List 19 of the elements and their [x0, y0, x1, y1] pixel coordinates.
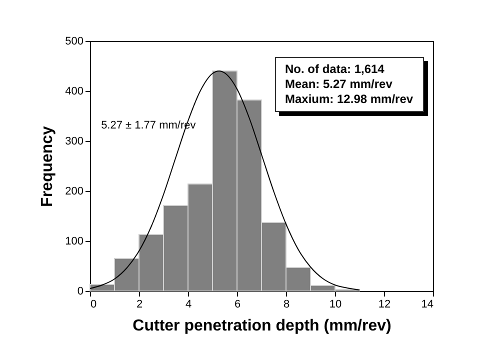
annotation: Mean: 5.27 mm/rev — [285, 77, 394, 92]
y-tick-label: 300 — [65, 136, 84, 148]
x-tick-label: 12 — [378, 298, 391, 310]
annotation: Maxium: 12.98 mm/rev — [285, 92, 414, 107]
y-tick-label: 100 — [65, 236, 84, 248]
y-axis-title: Frequency — [39, 126, 56, 207]
x-tick-label: 10 — [329, 298, 342, 310]
x-tick-label: 0 — [90, 298, 97, 310]
y-tick-label: 0 — [77, 286, 84, 298]
y-tick-label: 200 — [65, 186, 84, 198]
annotation: No. of data: 1,614 — [285, 62, 386, 77]
x-tick-label: 2 — [136, 298, 143, 310]
x-axis-title: Cutter penetration depth (mm/rev) — [132, 318, 392, 334]
x-tick-label: 4 — [185, 298, 192, 310]
x-tick-label: 8 — [283, 298, 290, 310]
y-tick-label: 500 — [65, 36, 84, 48]
x-tick-label: 6 — [234, 298, 241, 310]
y-tick-label: 400 — [65, 86, 84, 98]
x-tick-label: 14 — [421, 298, 434, 310]
